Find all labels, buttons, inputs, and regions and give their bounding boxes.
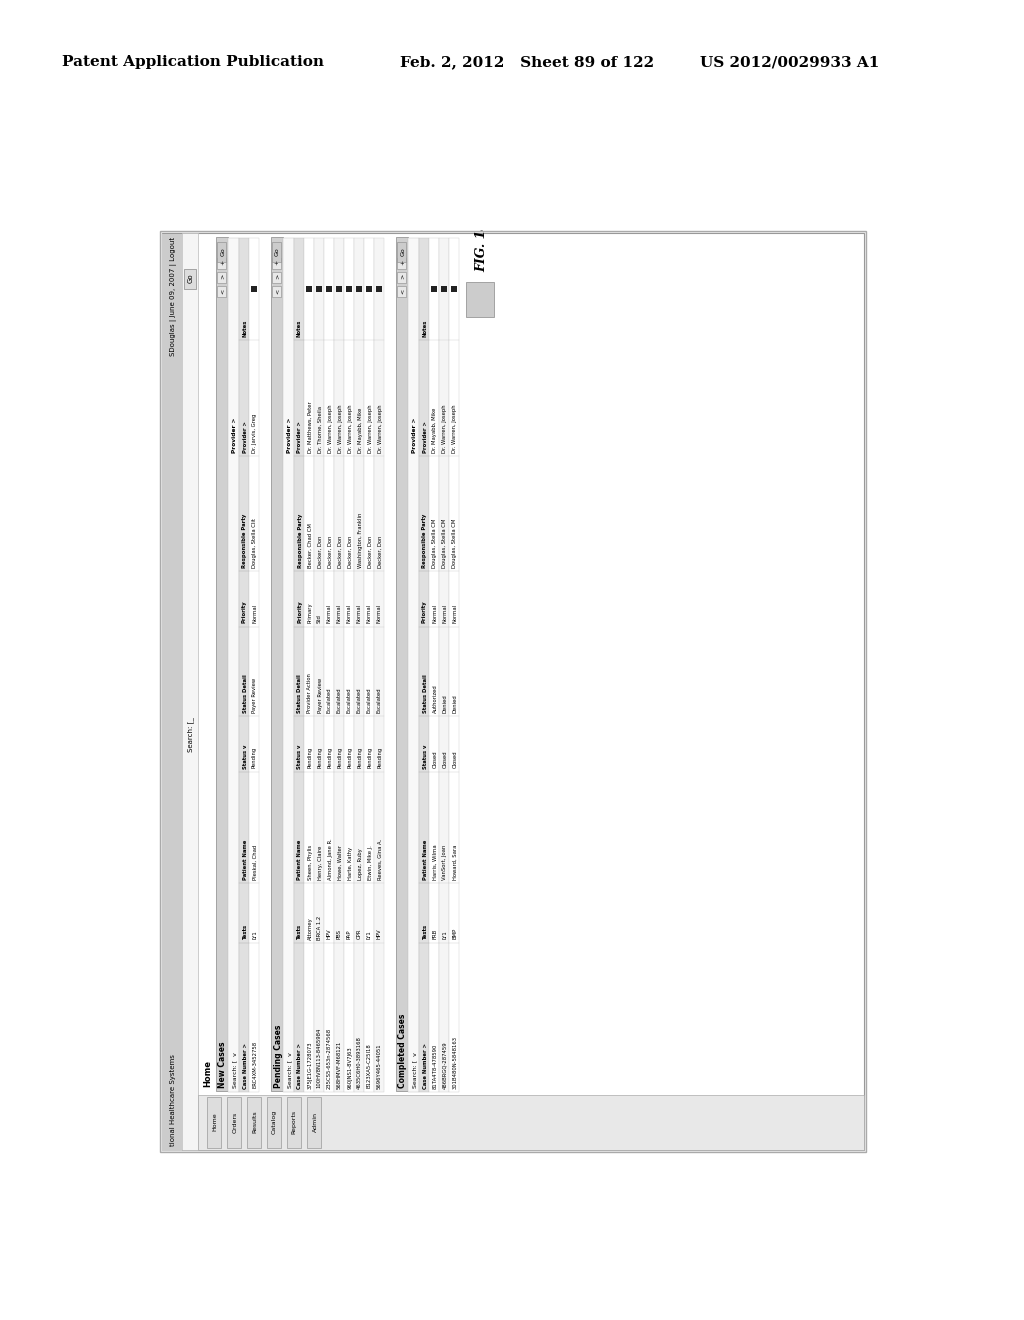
Text: US 2012/0029933 A1: US 2012/0029933 A1	[700, 55, 880, 69]
Text: Patent Application Publication: Patent Application Publication	[62, 55, 324, 69]
Text: Feb. 2, 2012   Sheet 89 of 122: Feb. 2, 2012 Sheet 89 of 122	[400, 55, 654, 69]
